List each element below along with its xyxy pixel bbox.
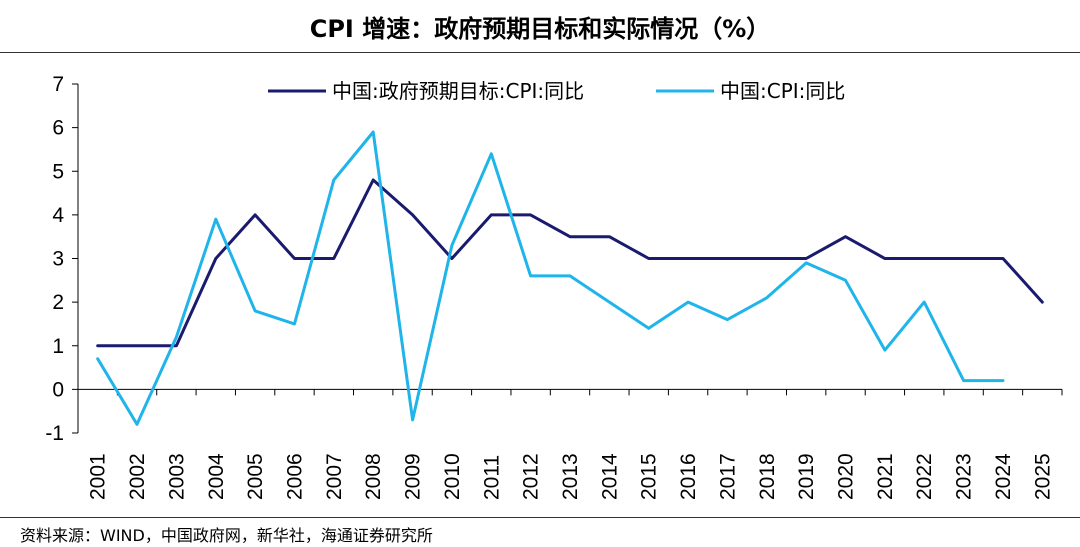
y-tick-label: 1 bbox=[52, 335, 64, 358]
x-tick-label: 2007 bbox=[323, 453, 346, 500]
x-tick-label: 2004 bbox=[205, 453, 228, 500]
x-tick-label: 2014 bbox=[598, 453, 621, 500]
x-tick-label: 2015 bbox=[638, 453, 661, 500]
x-tick-label: 2010 bbox=[441, 453, 464, 500]
x-tick-label: 2011 bbox=[480, 455, 503, 500]
x-tick-label: 2016 bbox=[677, 453, 700, 500]
x-tick-label: 2013 bbox=[559, 453, 582, 500]
x-tick-label: 2001 bbox=[87, 453, 110, 500]
x-tick-label: 2020 bbox=[835, 453, 858, 500]
y-tick-label: 0 bbox=[52, 378, 64, 401]
x-tick-label: 2002 bbox=[126, 453, 149, 500]
x-tick-label: 2009 bbox=[402, 453, 425, 500]
x-tick-label: 2008 bbox=[362, 453, 385, 500]
source-note: 资料来源：WIND，中国政府网，新华社，海通证券研究所 bbox=[20, 526, 433, 545]
y-tick-label: 4 bbox=[52, 204, 64, 227]
y-tick-label: 5 bbox=[52, 160, 64, 183]
x-tick-label: 2006 bbox=[283, 453, 306, 500]
x-tick-label: 2023 bbox=[953, 453, 976, 500]
series-line-2 bbox=[96, 130, 1005, 426]
x-tick-label: 2003 bbox=[165, 453, 188, 500]
series-line-1 bbox=[96, 178, 1044, 348]
x-tick-label: 2017 bbox=[716, 453, 739, 500]
y-tick-label: 6 bbox=[52, 117, 64, 140]
x-tick-label: 2018 bbox=[756, 453, 779, 500]
chart-title: CPI 增速：政府预期目标和实际情况（%） bbox=[309, 14, 771, 43]
y-tick-label: 3 bbox=[52, 248, 64, 271]
x-tick-label: 2021 bbox=[874, 453, 897, 500]
y-tick-label: 7 bbox=[52, 73, 64, 96]
y-tick-label: -1 bbox=[45, 422, 64, 445]
x-tick-label: 2024 bbox=[992, 453, 1015, 500]
x-tick-label: 2025 bbox=[1031, 453, 1054, 500]
line-chart: -1 0 1 2 3 4 5 6 7 2001 2002 2003 2004 2005 2006 2007 20… bbox=[45, 73, 1063, 500]
x-tick-label: 2019 bbox=[795, 453, 818, 500]
title-divider bbox=[0, 52, 1080, 53]
x-tick-label: 2005 bbox=[244, 453, 267, 500]
x-tick-label: 2022 bbox=[913, 453, 936, 500]
y-tick-label: 2 bbox=[52, 291, 64, 314]
x-tick-label: 2012 bbox=[520, 453, 543, 500]
source-divider bbox=[0, 517, 1080, 518]
legend-label-2: 中国:CPI:同比 bbox=[720, 79, 845, 103]
legend-label-1: 中国:政府预期目标:CPI:同比 bbox=[332, 79, 584, 103]
